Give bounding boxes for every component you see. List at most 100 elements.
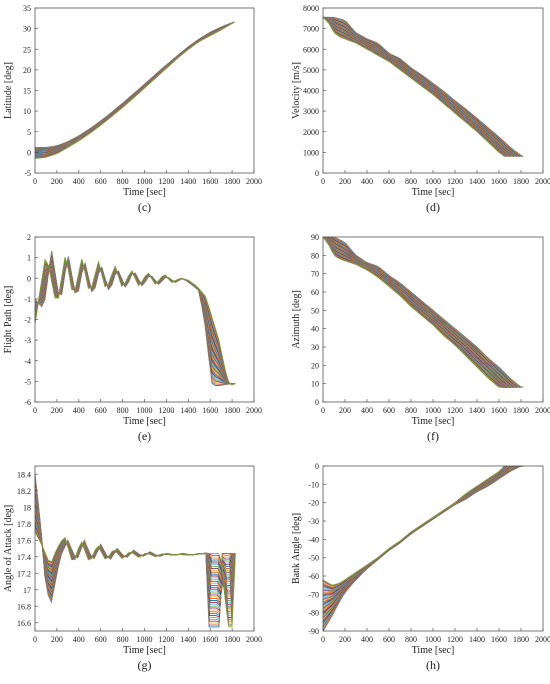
series-line	[34, 257, 236, 386]
x-tick-label: 1800	[224, 406, 240, 415]
x-tick-label: 600	[383, 406, 395, 415]
x-axis-label: Time [sec]	[412, 416, 455, 427]
x-tick-label: 1000	[137, 177, 153, 186]
series-line	[34, 511, 235, 601]
series-line	[322, 465, 517, 613]
series-line	[34, 21, 235, 151]
x-tick-label: 1400	[180, 177, 196, 186]
x-tick-label: 1400	[469, 177, 485, 186]
series-line	[322, 465, 520, 621]
series-line	[34, 21, 235, 152]
chart-panel-4: 0 200 400 600 800 1000 1200 1400 1600 1800 2000 16.…	[3, 465, 262, 672]
y-tick-label: -3	[24, 336, 31, 345]
y-tick-label: -90	[308, 627, 319, 636]
x-tick-label: 1000	[425, 177, 441, 186]
series-line	[34, 21, 235, 152]
series-line	[34, 500, 235, 599]
x-axis-label: Time [sec]	[412, 645, 455, 656]
series-line	[34, 515, 235, 607]
series-line	[34, 21, 235, 157]
y-tick-label: 10	[23, 107, 31, 116]
x-tick-label: 800	[405, 177, 417, 186]
y-tick-label: 35	[23, 4, 31, 13]
series-line	[34, 490, 234, 610]
axes-frame	[34, 7, 255, 174]
y-tick-label: 0	[315, 398, 319, 407]
series-line	[34, 21, 235, 157]
series-line	[35, 21, 235, 150]
x-tick-label: 600	[95, 406, 107, 415]
y-tick-label: 1	[27, 254, 31, 263]
x-tick-label: 400	[73, 406, 85, 415]
x-tick-label: 1400	[469, 406, 485, 415]
x-tick-label: 1800	[513, 406, 529, 415]
series-line	[34, 512, 235, 603]
series-line	[34, 21, 235, 159]
x-axis-label: Time [sec]	[123, 187, 166, 198]
y-tick-label: -10	[308, 480, 319, 489]
x-tick-label: 2000	[246, 406, 262, 415]
series-line	[34, 21, 235, 155]
series-line	[322, 465, 523, 629]
y-tick-label: -80	[308, 609, 319, 618]
x-tick-label: 600	[95, 177, 107, 186]
y-tick-label: -4	[24, 357, 31, 366]
x-tick-label: 0	[321, 406, 325, 415]
x-tick-label: 0	[33, 406, 37, 415]
y-tick-label: 18.2	[17, 487, 31, 496]
series-line	[322, 465, 521, 625]
x-tick-label: 1200	[447, 406, 463, 415]
y-tick-label: 17.4	[17, 553, 31, 562]
series-line	[35, 21, 235, 149]
series-line	[322, 465, 507, 589]
series-line	[322, 465, 518, 616]
y-tick-label: 60	[311, 288, 319, 297]
x-tick-label: 200	[339, 406, 351, 415]
x-tick-label: 400	[361, 635, 373, 644]
series-line	[322, 465, 517, 612]
series-line	[34, 21, 235, 154]
y-tick-label: 0	[27, 148, 31, 157]
series-line	[34, 522, 236, 617]
x-tick-label: 400	[361, 406, 373, 415]
x-tick-label: 200	[51, 406, 63, 415]
series-line	[34, 499, 234, 601]
series-line	[34, 518, 236, 611]
series-line	[34, 493, 234, 607]
y-tick-label: 0	[27, 274, 31, 283]
series-line	[34, 502, 235, 598]
y-tick-label: 10	[311, 380, 319, 389]
series-line	[34, 21, 235, 157]
series-line	[34, 21, 235, 160]
series-line	[34, 21, 235, 156]
x-axis-label: Time [sec]	[123, 416, 166, 427]
x-tick-label: 1400	[180, 406, 196, 415]
y-tick-label: 18.4	[17, 470, 31, 479]
x-tick-label: 1600	[202, 635, 218, 644]
series-line	[322, 465, 520, 623]
series-line	[34, 21, 235, 150]
y-tick-label: -30	[308, 517, 319, 526]
series-line	[322, 465, 505, 586]
panel-label: (c)	[138, 200, 151, 214]
x-tick-label: 1000	[425, 406, 441, 415]
series-line	[322, 465, 519, 619]
x-axis-label: Time [sec]	[412, 187, 455, 198]
y-tick-label: -1	[24, 295, 31, 304]
x-tick-label: 400	[73, 177, 85, 186]
y-tick-label: -70	[308, 590, 319, 599]
x-tick-label: 0	[321, 635, 325, 644]
series-line	[322, 465, 520, 620]
x-tick-label: 2000	[246, 177, 262, 186]
y-tick-label: 30	[23, 25, 31, 34]
series-line	[34, 21, 235, 156]
series-line	[322, 16, 505, 157]
series-line	[35, 21, 235, 149]
y-tick-label: -60	[308, 572, 319, 581]
series-line	[34, 21, 235, 155]
y-tick-label: -40	[308, 535, 319, 544]
x-tick-label: 0	[33, 635, 37, 644]
series-line	[322, 465, 523, 630]
x-axis-label: Time [sec]	[123, 645, 166, 656]
y-tick-label: 17.8	[17, 520, 31, 529]
